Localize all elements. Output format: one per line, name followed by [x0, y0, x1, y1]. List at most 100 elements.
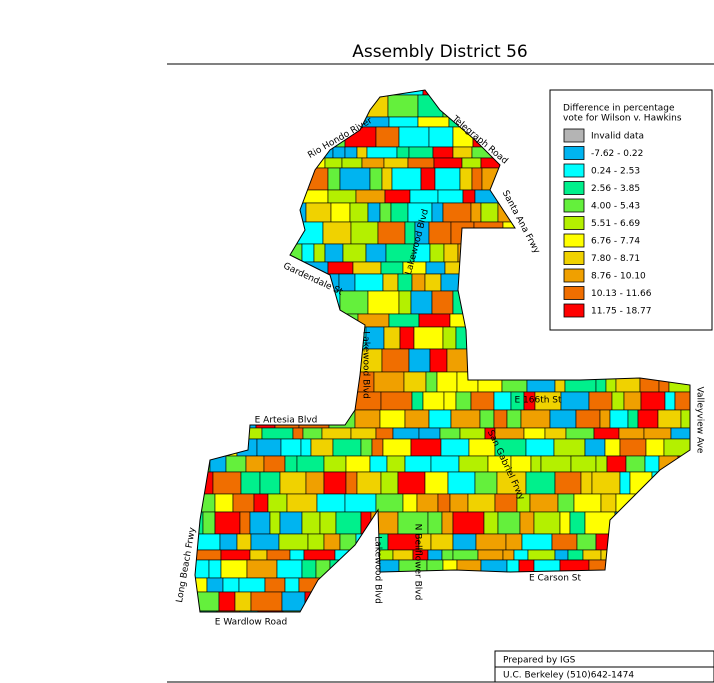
precinct — [301, 511, 321, 535]
precinct — [567, 549, 584, 561]
precinct — [324, 90, 341, 96]
precinct — [427, 549, 443, 561]
precinct — [217, 221, 245, 245]
precinct — [410, 610, 435, 612]
precinct — [263, 455, 286, 473]
precinct — [239, 326, 259, 350]
street-label: E Carson St — [529, 574, 582, 584]
precinct — [424, 577, 443, 593]
precinct — [218, 591, 236, 612]
legend-label: 5.51 - 6.69 — [591, 219, 640, 229]
precinct — [246, 371, 266, 393]
precinct — [228, 94, 248, 118]
precinct — [201, 391, 227, 411]
precinct — [410, 438, 442, 457]
precinct — [411, 391, 424, 411]
precinct — [260, 243, 286, 263]
precinct — [517, 326, 529, 350]
precinct — [304, 591, 320, 612]
precinct — [494, 493, 518, 513]
precinct — [280, 438, 302, 457]
precinct — [369, 455, 388, 473]
precinct — [520, 273, 533, 292]
precinct — [439, 427, 461, 440]
precinct — [549, 409, 577, 429]
precinct — [264, 577, 286, 593]
precinct — [309, 371, 321, 393]
precinct — [202, 511, 216, 535]
precinct — [467, 493, 496, 513]
precinct — [339, 533, 357, 551]
precinct — [502, 221, 518, 245]
precinct — [335, 511, 362, 535]
precinct — [195, 167, 213, 191]
precinct — [631, 577, 658, 593]
precinct — [354, 409, 381, 429]
precinct — [513, 549, 529, 561]
precinct — [305, 391, 330, 411]
precinct — [440, 273, 468, 292]
precinct — [238, 577, 266, 593]
precinct — [645, 438, 665, 457]
precinct — [308, 116, 330, 128]
precinct — [533, 511, 561, 535]
precinct — [360, 577, 375, 593]
precinct — [201, 409, 222, 429]
precinct — [424, 471, 449, 495]
precinct — [531, 273, 543, 292]
precinct — [619, 559, 646, 579]
precinct — [195, 94, 212, 118]
precinct — [355, 533, 375, 551]
precinct — [452, 511, 485, 535]
legend-swatch — [563, 303, 585, 318]
precinct — [606, 455, 627, 473]
precinct — [292, 313, 312, 328]
precinct — [195, 559, 210, 579]
precinct — [328, 391, 351, 411]
precinct — [573, 493, 602, 513]
precinct — [410, 290, 433, 315]
street-label: Lakewood Blvd — [373, 536, 383, 604]
precinct — [691, 611, 710, 627]
precinct — [404, 455, 432, 473]
precinct — [489, 577, 507, 593]
precinct — [614, 511, 645, 535]
precinct — [237, 243, 262, 263]
legend-label: 0.24 - 2.53 — [591, 167, 640, 177]
precinct — [663, 438, 690, 457]
legend-label: 8.76 - 10.10 — [591, 272, 646, 282]
precinct — [466, 273, 496, 292]
precinct — [475, 533, 507, 551]
precinct — [381, 591, 393, 612]
precinct — [643, 511, 671, 535]
precinct — [343, 610, 365, 612]
precinct — [217, 371, 248, 393]
precinct — [403, 371, 427, 393]
precinct — [640, 391, 666, 411]
precinct — [429, 243, 445, 263]
precinct — [540, 455, 572, 473]
precinct — [441, 549, 454, 561]
precinct — [195, 313, 206, 328]
precinct — [300, 438, 312, 457]
precinct — [269, 202, 294, 223]
precinct — [688, 559, 690, 579]
precinct — [430, 455, 460, 473]
precinct — [548, 591, 567, 612]
precinct — [625, 549, 642, 561]
precinct — [195, 591, 220, 612]
precinct — [195, 290, 214, 315]
precinct — [656, 591, 672, 612]
precinct — [417, 94, 444, 118]
precinct — [332, 438, 362, 457]
precinct — [307, 533, 325, 551]
precinct — [468, 577, 480, 593]
precinct — [511, 591, 527, 612]
precinct — [600, 549, 627, 561]
precinct — [223, 157, 252, 169]
precinct — [418, 427, 441, 440]
precinct — [195, 549, 222, 561]
precinct — [570, 455, 597, 473]
precinct — [595, 533, 623, 551]
district-outline — [194, 89, 691, 613]
